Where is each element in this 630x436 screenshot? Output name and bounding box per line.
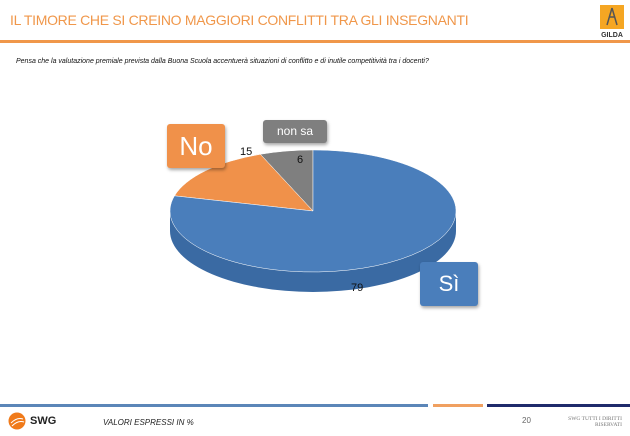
label-no: No [167,124,225,168]
rights-line-1: SWG TUTTI I DIRITTI [568,416,622,422]
footer-line-orange [433,404,483,407]
label-non-sa: non sa [263,120,327,143]
footer-note: VALORI ESPRESSI IN % [103,418,194,427]
swg-logo-icon [8,412,26,430]
swg-brand: SWG [30,415,57,427]
page-title: IL TIMORE CHE SI CREINO MAGGIORI CONFLIT… [10,12,469,28]
value-non-sa: 6 [297,154,304,166]
swg-logo: SWG [8,412,56,430]
value-no: 15 [240,146,253,158]
pie-slice-s- [169,149,457,273]
footer-line-navy [487,404,630,407]
rights-line-2: RISERVATI [595,422,622,428]
footer-line-blue [0,404,428,407]
gilda-logo: GILDA [599,5,625,39]
title-divider [0,40,630,43]
pie-slice-no [174,154,314,212]
pie-side [170,211,456,292]
page-number: 20 [522,416,531,425]
svg-text:GILDA: GILDA [601,32,623,39]
rights-text: SWG TUTTI I DIRITTI RISERVATI [560,416,622,428]
survey-question: Pensa che la valutazione premiale previs… [16,58,429,65]
label-si: Sì [420,262,478,306]
value-si: 79 [351,282,364,294]
